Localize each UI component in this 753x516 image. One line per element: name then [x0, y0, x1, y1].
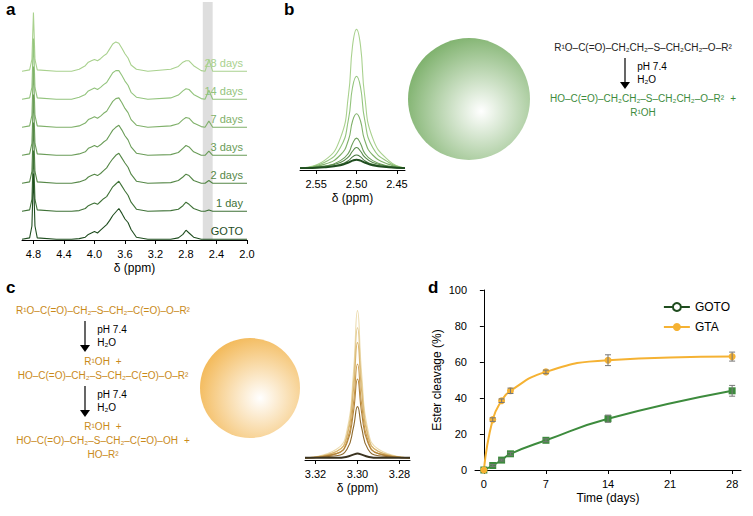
svg-text:2.50: 2.50: [346, 178, 367, 190]
svg-text:GOTO: GOTO: [695, 300, 730, 314]
svg-text:δ (ppm): δ (ppm): [114, 261, 155, 275]
html-text:H₂O: H₂O: [97, 337, 117, 348]
html-text:HO–C(=O)–CH₂–S–CH₂–C(=O)–OH: HO–C(=O)–CH₂–S–CH₂–C(=O)–OH: [16, 435, 178, 446]
svg-text:80: 80: [455, 320, 467, 332]
svg-text:2.4: 2.4: [209, 248, 224, 260]
svg-text:3.32: 3.32: [305, 468, 326, 480]
svg-text:2.55: 2.55: [305, 178, 326, 190]
svg-text:1 day: 1 day: [216, 197, 243, 209]
html-text:H₂O: H₂O: [637, 74, 657, 85]
svg-text:28 days: 28 days: [204, 57, 243, 69]
svg-text:7 days: 7 days: [211, 113, 244, 125]
html-text:pH 7.4: pH 7.4: [637, 61, 667, 72]
svg-text:40: 40: [455, 392, 467, 404]
svg-text:28: 28: [726, 478, 738, 490]
html-text:R¹OH: R¹OH: [84, 356, 110, 367]
html-text:pH 7.4: pH 7.4: [97, 389, 127, 400]
html-text:R¹OH: R¹OH: [630, 107, 656, 118]
html-text:HO–C(=O)–CH₂CH₂–S–CH₂CH₂–O–R²: HO–C(=O)–CH₂CH₂–S–CH₂CH₂–O–R²: [550, 93, 725, 104]
svg-text:GOTO: GOTO: [211, 225, 244, 237]
svg-text:3.30: 3.30: [347, 468, 368, 480]
svg-text:Time (days): Time (days): [577, 491, 640, 505]
html-text:R¹O–C(=O)–CH₂–S–CH₂–C(=O)–O–R²: R¹O–C(=O)–CH₂–S–CH₂–C(=O)–O–R²: [16, 305, 190, 316]
svg-text:δ (ppm): δ (ppm): [332, 191, 373, 205]
html-text:b: b: [284, 0, 295, 19]
svg-text:Ester cleavage (%): Ester cleavage (%): [430, 329, 444, 430]
html-text:H₂O: H₂O: [97, 402, 117, 413]
html-text:a: a: [6, 0, 16, 19]
svg-text:21: 21: [664, 478, 676, 490]
svg-text:4.4: 4.4: [56, 248, 71, 260]
svg-text:3 days: 3 days: [211, 141, 244, 153]
svg-text:4.8: 4.8: [26, 248, 41, 260]
html-text:c: c: [6, 278, 16, 297]
html-text:HO–C(=O)–CH₂–S–CH₂–C(=O)–O–R²: HO–C(=O)–CH₂–S–CH₂–C(=O)–O–R²: [17, 370, 189, 381]
svg-text:20: 20: [455, 428, 467, 440]
svg-text:4.0: 4.0: [87, 248, 102, 260]
svg-text:7: 7: [543, 478, 549, 490]
html-text:R¹O–C(=O)–CH₂CH₂–S–CH₂CH₂–O–R²: R¹O–C(=O)–CH₂CH₂–S–CH₂CH₂–O–R²: [554, 42, 732, 53]
svg-text:3.6: 3.6: [117, 248, 132, 260]
svg-text:100: 100: [449, 284, 467, 296]
html-text:R¹OH: R¹OH: [84, 421, 110, 432]
svg-text:GTA: GTA: [695, 320, 719, 334]
svg-text:2.8: 2.8: [178, 248, 193, 260]
svg-text:2 days: 2 days: [211, 169, 244, 181]
html-text:pH 7.4: pH 7.4: [97, 324, 127, 335]
svg-text:δ (ppm): δ (ppm): [337, 481, 378, 495]
svg-text:0: 0: [461, 464, 467, 476]
svg-text:14 days: 14 days: [204, 85, 243, 97]
svg-text:3.28: 3.28: [389, 468, 410, 480]
svg-text:0: 0: [481, 478, 487, 490]
html-text:d: d: [428, 278, 439, 297]
svg-text:2.0: 2.0: [239, 248, 254, 260]
html-text:HO–R²: HO–R²: [87, 449, 119, 460]
svg-text:14: 14: [602, 478, 614, 490]
svg-text:3.2: 3.2: [148, 248, 163, 260]
svg-text:2.45: 2.45: [386, 178, 407, 190]
svg-text:60: 60: [455, 356, 467, 368]
